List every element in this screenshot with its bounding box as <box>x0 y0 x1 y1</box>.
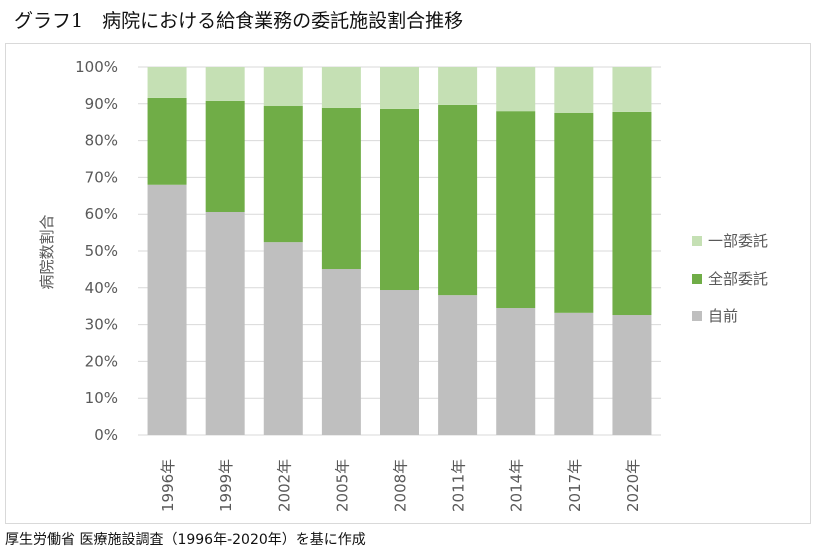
source-note: 厚生労働省 医療施設調査（1996年-2020年）を基に作成 <box>5 532 366 548</box>
bar-2020年-自前 <box>612 315 652 435</box>
legend-label: 全部委託 <box>708 270 768 288</box>
bar-2008年-全部委託 <box>380 108 419 291</box>
legend-swatch <box>692 236 702 246</box>
x-tick-label: 2017年 <box>566 459 584 512</box>
bar-2005年-自前 <box>321 269 361 435</box>
y-tick-label: 70% <box>85 168 118 186</box>
bar-1996年-自前 <box>147 184 187 435</box>
bar-2011年-全部委託 <box>438 104 478 296</box>
x-tick-label: 2005年 <box>333 459 351 512</box>
x-tick-label: 2011年 <box>450 459 468 512</box>
bar-2014年-一部委託 <box>496 67 536 112</box>
bar-2017年-自前 <box>554 312 594 435</box>
y-tick-label: 30% <box>85 316 118 334</box>
y-tick-label: 40% <box>85 279 118 297</box>
legend-swatch <box>692 311 702 321</box>
bar-2005年-一部委託 <box>321 67 361 108</box>
x-tick-label: 2002年 <box>275 459 293 512</box>
legend-swatch <box>692 274 702 284</box>
bar-2017年-一部委託 <box>554 67 594 113</box>
y-tick-label: 50% <box>85 242 118 260</box>
bar-2005年-全部委託 <box>321 107 361 270</box>
bar-2011年-一部委託 <box>438 67 478 105</box>
bar-1996年-一部委託 <box>147 67 187 98</box>
y-tick-label: 80% <box>85 132 118 150</box>
x-tick-label: 2008年 <box>392 459 410 512</box>
bar-2017年-全部委託 <box>554 113 594 313</box>
legend-label: 自前 <box>708 307 738 325</box>
chart-title: グラフ1 病院における給食業務の委託施設割合推移 <box>14 10 464 32</box>
x-tick-label: 1999年 <box>217 459 235 512</box>
y-tick-label: 100% <box>75 58 118 76</box>
bar-2002年-一部委託 <box>263 67 303 107</box>
x-tick-label: 1996年 <box>159 459 177 512</box>
bar-2008年-一部委託 <box>380 67 419 109</box>
bar-1999年-全部委託 <box>205 100 245 212</box>
bar-2020年-全部委託 <box>612 111 652 316</box>
chart-frame <box>5 43 811 524</box>
bar-2008年-自前 <box>380 290 419 435</box>
bar-2014年-全部委託 <box>496 111 536 309</box>
legend-label: 一部委託 <box>708 232 768 250</box>
bar-2011年-自前 <box>438 295 478 435</box>
bar-2002年-自前 <box>263 242 303 435</box>
y-tick-label: 0% <box>94 426 118 444</box>
bar-2002年-全部委託 <box>263 106 303 243</box>
bar-1996年-全部委託 <box>147 97 187 185</box>
y-tick-label: 20% <box>85 352 118 370</box>
y-tick-label: 90% <box>85 95 118 113</box>
y-tick-label: 10% <box>85 389 118 407</box>
bar-2014年-自前 <box>496 308 536 435</box>
bar-2020年-一部委託 <box>612 67 652 112</box>
bar-1999年-一部委託 <box>205 67 245 101</box>
x-tick-label: 2020年 <box>624 459 642 512</box>
y-tick-label: 60% <box>85 205 118 223</box>
bar-1999年-自前 <box>205 211 245 435</box>
x-tick-label: 2014年 <box>508 459 526 512</box>
y-axis-label: 病院数割合 <box>38 214 56 289</box>
